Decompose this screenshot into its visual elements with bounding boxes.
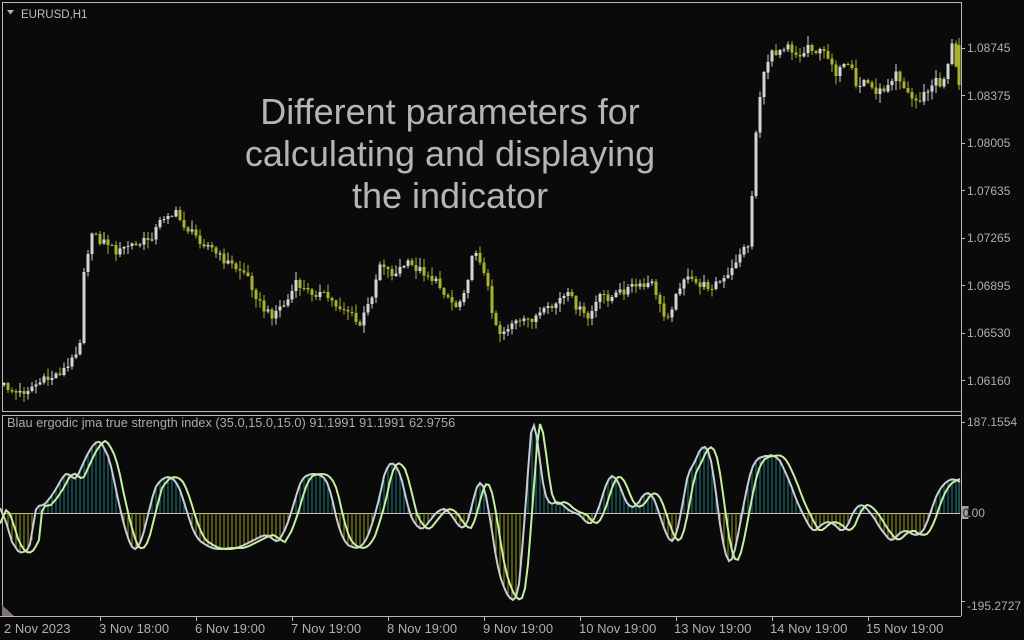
svg-text:1.08745: 1.08745	[967, 41, 1011, 55]
svg-text:2 Nov 2023: 2 Nov 2023	[4, 621, 71, 636]
svg-text:10 Nov 19:00: 10 Nov 19:00	[579, 621, 656, 636]
svg-text:1.07635: 1.07635	[967, 184, 1011, 198]
svg-text:calculating and displaying: calculating and displaying	[245, 133, 655, 174]
svg-text:1.06160: 1.06160	[967, 374, 1011, 388]
svg-text:1.06895: 1.06895	[967, 279, 1011, 293]
svg-text:.00: .00	[968, 506, 985, 520]
svg-text:0: 0	[963, 506, 970, 520]
svg-text:9 Nov 19:00: 9 Nov 19:00	[483, 621, 553, 636]
svg-text:14 Nov 19:00: 14 Nov 19:00	[770, 621, 847, 636]
svg-text:13 Nov 19:00: 13 Nov 19:00	[674, 621, 751, 636]
svg-text:1.08375: 1.08375	[967, 89, 1011, 103]
svg-text:Different parameters for: Different parameters for	[260, 91, 640, 132]
svg-text:7 Nov 19:00: 7 Nov 19:00	[291, 621, 361, 636]
svg-text:15 Nov 19:00: 15 Nov 19:00	[866, 621, 943, 636]
svg-text:-195.2727: -195.2727	[967, 599, 1021, 613]
svg-text:Blau ergodic jma true strength: Blau ergodic jma true strength index (35…	[7, 415, 455, 430]
svg-text:6 Nov 19:00: 6 Nov 19:00	[195, 621, 265, 636]
svg-text:187.1554: 187.1554	[967, 415, 1017, 429]
svg-text:1.08005: 1.08005	[967, 136, 1011, 150]
svg-text:EURUSD,H1: EURUSD,H1	[21, 9, 87, 21]
svg-text:8 Nov 19:00: 8 Nov 19:00	[387, 621, 457, 636]
svg-text:1.07265: 1.07265	[967, 231, 1011, 245]
svg-text:1.06530: 1.06530	[967, 326, 1011, 340]
svg-text:the indicator: the indicator	[352, 175, 548, 216]
svg-text:3 Nov 18:00: 3 Nov 18:00	[99, 621, 169, 636]
